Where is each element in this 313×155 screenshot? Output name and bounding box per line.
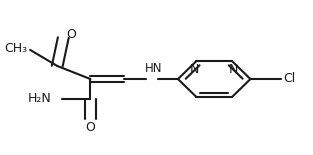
Text: HN: HN (145, 62, 162, 75)
Text: O: O (66, 28, 76, 41)
Text: CH₃: CH₃ (4, 42, 27, 55)
Text: Cl: Cl (284, 72, 296, 85)
Text: O: O (85, 121, 95, 134)
Text: N: N (190, 63, 199, 76)
Text: N: N (229, 63, 239, 76)
Text: H₂N: H₂N (28, 92, 51, 105)
